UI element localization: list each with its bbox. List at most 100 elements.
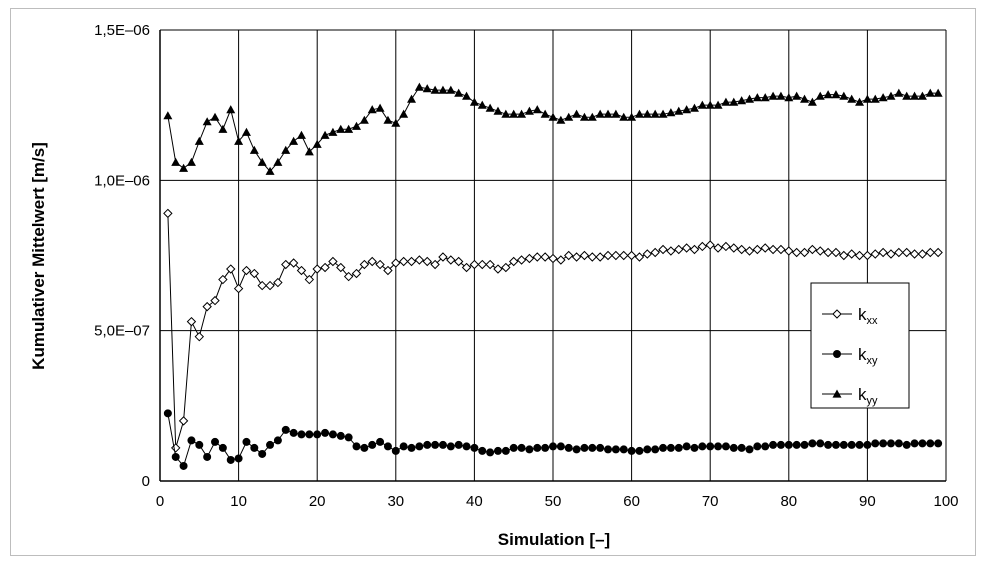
data-point: [564, 112, 574, 121]
data-point: [871, 439, 880, 448]
data-point: [870, 249, 880, 259]
data-point: [273, 157, 283, 166]
axes: [159, 30, 946, 482]
legend-label: kxy: [858, 345, 878, 367]
data-point: [305, 430, 314, 439]
data-point: [933, 88, 943, 97]
tick-labels: 0 10 20 30 40 50 60 70 80 90 100 0 5,0E–07 1,0E–06 1,5…: [94, 22, 958, 510]
data-point: [517, 109, 527, 118]
data-point: [769, 440, 778, 449]
data-point: [194, 136, 204, 145]
data-point: [682, 105, 692, 114]
data-point: [721, 442, 730, 451]
data-point: [226, 455, 235, 464]
data-point: [202, 117, 212, 126]
data-point: [548, 253, 558, 264]
data-point: [808, 439, 817, 448]
legend-marker: [832, 389, 842, 398]
data-point: [815, 246, 825, 256]
data-point: [266, 440, 275, 449]
data-point: [776, 440, 785, 449]
data-point: [438, 440, 447, 449]
data-point: [194, 331, 205, 342]
data-point: [658, 244, 668, 255]
data-point: [627, 446, 636, 455]
data-point: [446, 442, 455, 451]
data-point: [383, 115, 393, 124]
data-point: [886, 91, 896, 100]
y-tick-label: 0: [142, 473, 150, 490]
data-point: [218, 443, 227, 452]
data-point: [352, 442, 361, 451]
data-point: [886, 439, 895, 448]
data-point: [910, 439, 919, 448]
data-point: [886, 249, 896, 259]
data-point: [855, 440, 864, 449]
legend-marker: [832, 309, 842, 319]
data-point: [824, 440, 833, 449]
data-point: [532, 105, 542, 114]
data-point: [760, 243, 770, 253]
data-point: [210, 295, 220, 306]
data-point: [257, 280, 267, 291]
data-point: [603, 250, 613, 261]
data-point: [524, 253, 535, 264]
data-point: [202, 301, 212, 312]
data-point: [752, 244, 763, 255]
data-point: [313, 430, 322, 439]
data-point: [407, 443, 416, 452]
data-point: [784, 93, 794, 102]
data-point: [171, 443, 181, 453]
data-point: [816, 439, 825, 448]
data-point: [493, 446, 502, 455]
x-tick-label: 0: [156, 493, 164, 510]
data-point: [289, 136, 299, 145]
data-point: [541, 443, 550, 452]
y-axis-title: Kumulativer Mittelwert [m/s]: [29, 142, 48, 370]
data-point: [580, 443, 589, 452]
data-point: [509, 109, 519, 118]
legend-label: kxx: [858, 305, 878, 327]
data-point: [407, 94, 417, 103]
data-point: [642, 109, 652, 118]
data-point: [611, 109, 621, 118]
data-point: [446, 85, 456, 94]
data-point: [241, 265, 252, 276]
data-point: [383, 442, 392, 451]
data-point: [281, 145, 291, 154]
data-point: [588, 443, 597, 452]
series-k-xx: [163, 208, 943, 453]
data-point: [807, 97, 817, 106]
data-point: [634, 109, 644, 118]
legend-item-k-xy: kxy: [822, 345, 878, 367]
data-point: [839, 440, 848, 449]
data-point: [847, 440, 856, 449]
data-point: [211, 437, 220, 446]
data-point: [744, 246, 755, 256]
data-point: [706, 442, 715, 451]
data-point: [485, 259, 495, 270]
data-point: [399, 442, 408, 451]
series-k-yy: [163, 82, 943, 175]
data-point: [321, 428, 330, 437]
data-point: [477, 100, 487, 109]
data-point: [839, 91, 849, 100]
x-tick-label: 20: [309, 493, 326, 510]
data-point: [186, 316, 197, 327]
data-point: [634, 252, 645, 262]
data-point: [666, 443, 675, 452]
data-point: [627, 112, 637, 121]
data-point: [698, 442, 707, 451]
data-point: [406, 256, 417, 267]
x-tick-label: 100: [933, 493, 958, 510]
data-point: [713, 100, 723, 109]
data-point: [359, 115, 369, 124]
data-point: [571, 252, 582, 262]
data-point: [658, 109, 668, 118]
data-point: [328, 256, 338, 267]
data-point: [533, 443, 542, 452]
data-point: [800, 94, 810, 103]
data-point: [674, 106, 684, 115]
data-point: [493, 264, 503, 274]
legend-box: [810, 282, 910, 409]
